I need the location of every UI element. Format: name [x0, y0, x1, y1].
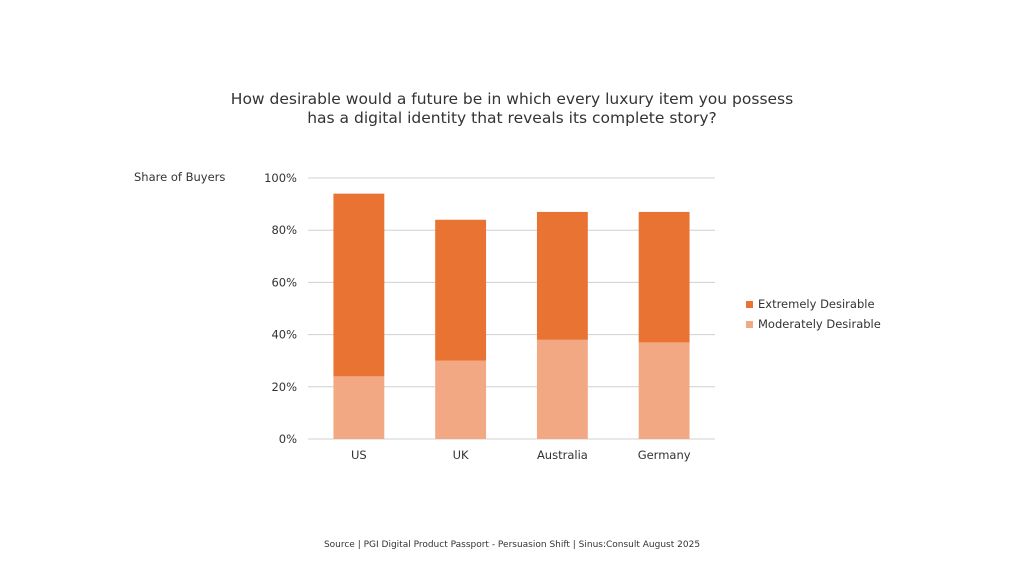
legend-label: Extremely Desirable [758, 297, 875, 311]
y-tick-label: 20% [271, 380, 297, 394]
y-tick-label: 60% [271, 275, 297, 289]
legend: Extremely Desirable Moderately Desirable [746, 294, 881, 334]
y-tick-label: 100% [264, 171, 297, 185]
legend-swatch [746, 320, 753, 328]
y-tick-label: 80% [271, 223, 297, 237]
x-tick-label: US [351, 448, 367, 462]
y-axis-label: Share of Buyers [134, 170, 226, 184]
bar-extremely [536, 211, 588, 340]
legend-item-moderately: Moderately Desirable [746, 314, 881, 334]
legend-item-extremely: Extremely Desirable [746, 294, 881, 314]
x-tick-label: Australia [537, 448, 588, 462]
source-note: Source | PGI Digital Product Passport - … [323, 540, 701, 550]
y-tick-label: 0% [279, 432, 297, 446]
chart-title: How desirable would a future be in which… [0, 90, 1024, 128]
chart-title-line: has a digital identity that reveals its … [307, 109, 717, 127]
bar-moderately [638, 342, 690, 439]
bar-extremely [333, 193, 385, 377]
legend-label: Moderately Desirable [758, 317, 881, 331]
y-tick-label: 40% [271, 328, 297, 342]
bar-moderately [536, 339, 588, 439]
bar-moderately [435, 360, 487, 439]
bar-moderately [333, 376, 385, 439]
chart-title-line: How desirable would a future be in which… [230, 90, 794, 108]
x-tick-label: UK [453, 448, 469, 462]
bar-extremely [638, 211, 690, 343]
legend-swatch [746, 300, 753, 308]
bar-extremely [435, 219, 487, 361]
x-tick-label: Germany [638, 448, 691, 462]
